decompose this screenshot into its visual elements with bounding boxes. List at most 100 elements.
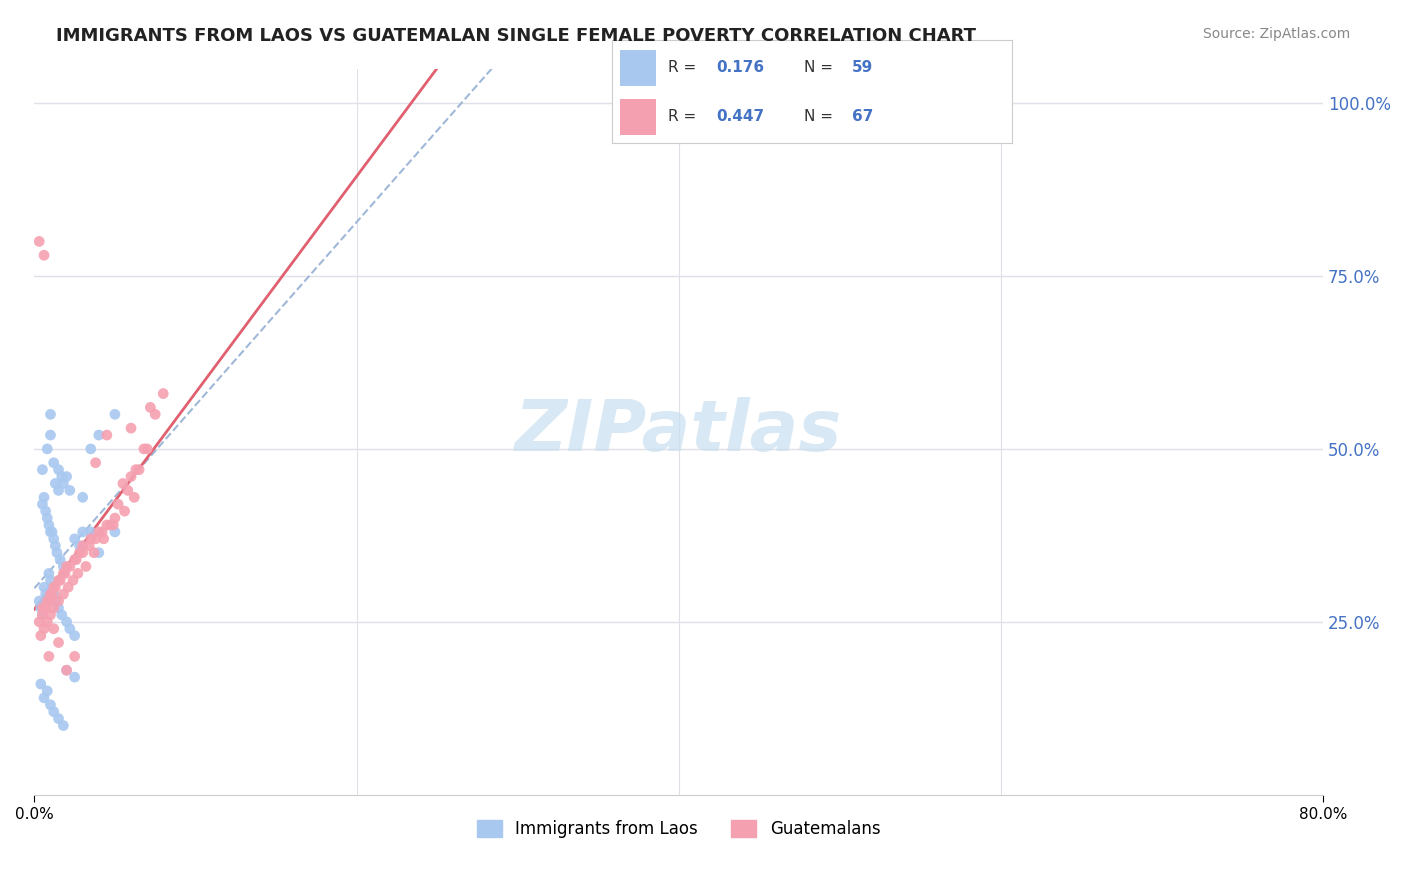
- Point: [117, 483, 139, 498]
- Point: [44, 580, 66, 594]
- Point: [32, 580, 55, 594]
- Point: [44, 476, 66, 491]
- Point: [42, 587, 65, 601]
- Point: [107, 497, 129, 511]
- Point: [49, 574, 72, 588]
- Text: N =: N =: [804, 61, 838, 75]
- Point: [87, 546, 110, 560]
- Point: [28, 594, 51, 608]
- Point: [48, 712, 70, 726]
- Point: [28, 615, 51, 629]
- Point: [52, 587, 75, 601]
- Point: [32, 690, 55, 705]
- Text: ZIPatlas: ZIPatlas: [515, 397, 842, 467]
- Point: [91, 524, 114, 539]
- Point: [37, 594, 59, 608]
- Point: [42, 456, 65, 470]
- Point: [42, 705, 65, 719]
- Point: [139, 401, 162, 415]
- Point: [143, 407, 166, 421]
- Point: [80, 442, 103, 456]
- Point: [55, 615, 77, 629]
- Point: [39, 428, 62, 442]
- Point: [32, 491, 55, 505]
- Point: [114, 504, 136, 518]
- FancyBboxPatch shape: [620, 50, 655, 87]
- Point: [41, 580, 63, 594]
- Point: [31, 497, 53, 511]
- Point: [30, 601, 52, 615]
- Point: [34, 504, 56, 518]
- Point: [75, 559, 97, 574]
- Point: [120, 421, 142, 435]
- Point: [44, 594, 66, 608]
- Point: [52, 718, 75, 732]
- Point: [31, 607, 53, 622]
- Point: [39, 607, 62, 622]
- Point: [39, 698, 62, 712]
- Text: 0.176: 0.176: [716, 61, 763, 75]
- Point: [48, 635, 70, 649]
- Point: [63, 670, 86, 684]
- Point: [48, 574, 70, 588]
- Point: [30, 629, 52, 643]
- Point: [72, 539, 94, 553]
- Point: [152, 386, 174, 401]
- Point: [63, 629, 86, 643]
- Text: 67: 67: [852, 109, 873, 124]
- Point: [37, 615, 59, 629]
- Point: [52, 476, 75, 491]
- FancyBboxPatch shape: [620, 99, 655, 135]
- Point: [84, 456, 107, 470]
- Point: [120, 469, 142, 483]
- Point: [128, 463, 150, 477]
- Point: [66, 566, 89, 581]
- Point: [37, 684, 59, 698]
- Point: [39, 587, 62, 601]
- Point: [83, 546, 105, 560]
- Point: [87, 524, 110, 539]
- Point: [69, 546, 91, 560]
- Point: [80, 532, 103, 546]
- Point: [49, 552, 72, 566]
- Point: [31, 607, 53, 622]
- Text: R =: R =: [668, 109, 700, 124]
- Point: [41, 524, 63, 539]
- Point: [58, 580, 80, 594]
- Point: [55, 559, 77, 574]
- Point: [42, 580, 65, 594]
- Point: [77, 539, 100, 553]
- Point: [72, 546, 94, 560]
- Point: [63, 532, 86, 546]
- Point: [87, 428, 110, 442]
- Point: [37, 511, 59, 525]
- Point: [48, 594, 70, 608]
- Point: [37, 442, 59, 456]
- Point: [32, 622, 55, 636]
- Point: [38, 649, 60, 664]
- Point: [45, 546, 67, 560]
- Point: [132, 442, 155, 456]
- Point: [48, 483, 70, 498]
- Point: [38, 594, 60, 608]
- Point: [51, 469, 73, 483]
- Point: [69, 539, 91, 553]
- Text: 0.447: 0.447: [716, 109, 763, 124]
- Point: [96, 518, 118, 533]
- Point: [104, 407, 127, 421]
- Point: [80, 524, 103, 539]
- Text: IMMIGRANTS FROM LAOS VS GUATEMALAN SINGLE FEMALE POVERTY CORRELATION CHART: IMMIGRANTS FROM LAOS VS GUATEMALAN SINGL…: [56, 27, 976, 45]
- Point: [93, 532, 115, 546]
- Point: [39, 524, 62, 539]
- Point: [136, 442, 159, 456]
- Point: [44, 539, 66, 553]
- Point: [52, 566, 75, 581]
- Point: [39, 407, 62, 421]
- Point: [63, 552, 86, 566]
- Point: [104, 524, 127, 539]
- Point: [31, 463, 53, 477]
- Text: 59: 59: [852, 61, 873, 75]
- Point: [38, 566, 60, 581]
- Point: [34, 601, 56, 615]
- Point: [38, 518, 60, 533]
